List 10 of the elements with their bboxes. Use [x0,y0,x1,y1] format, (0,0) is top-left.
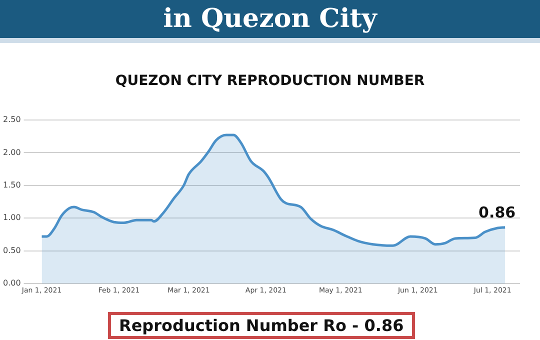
y-tick-label: 1.00 [3,213,21,222]
chart-title: QUEZON CITY REPRODUCTION NUMBER [115,73,425,89]
y-tick-label: 0.00 [3,278,21,288]
y-tick-label: 0.50 [3,246,21,255]
text: in Quezon City [163,4,377,34]
y-tick-label: 1.50 [3,180,21,190]
y-tick-label: 2.50 [3,115,21,124]
text: Reproduction Number Ro - 0.86 [119,316,404,335]
y-tick-label: 2.00 [3,148,21,157]
annotation: 0.86 [478,204,516,222]
